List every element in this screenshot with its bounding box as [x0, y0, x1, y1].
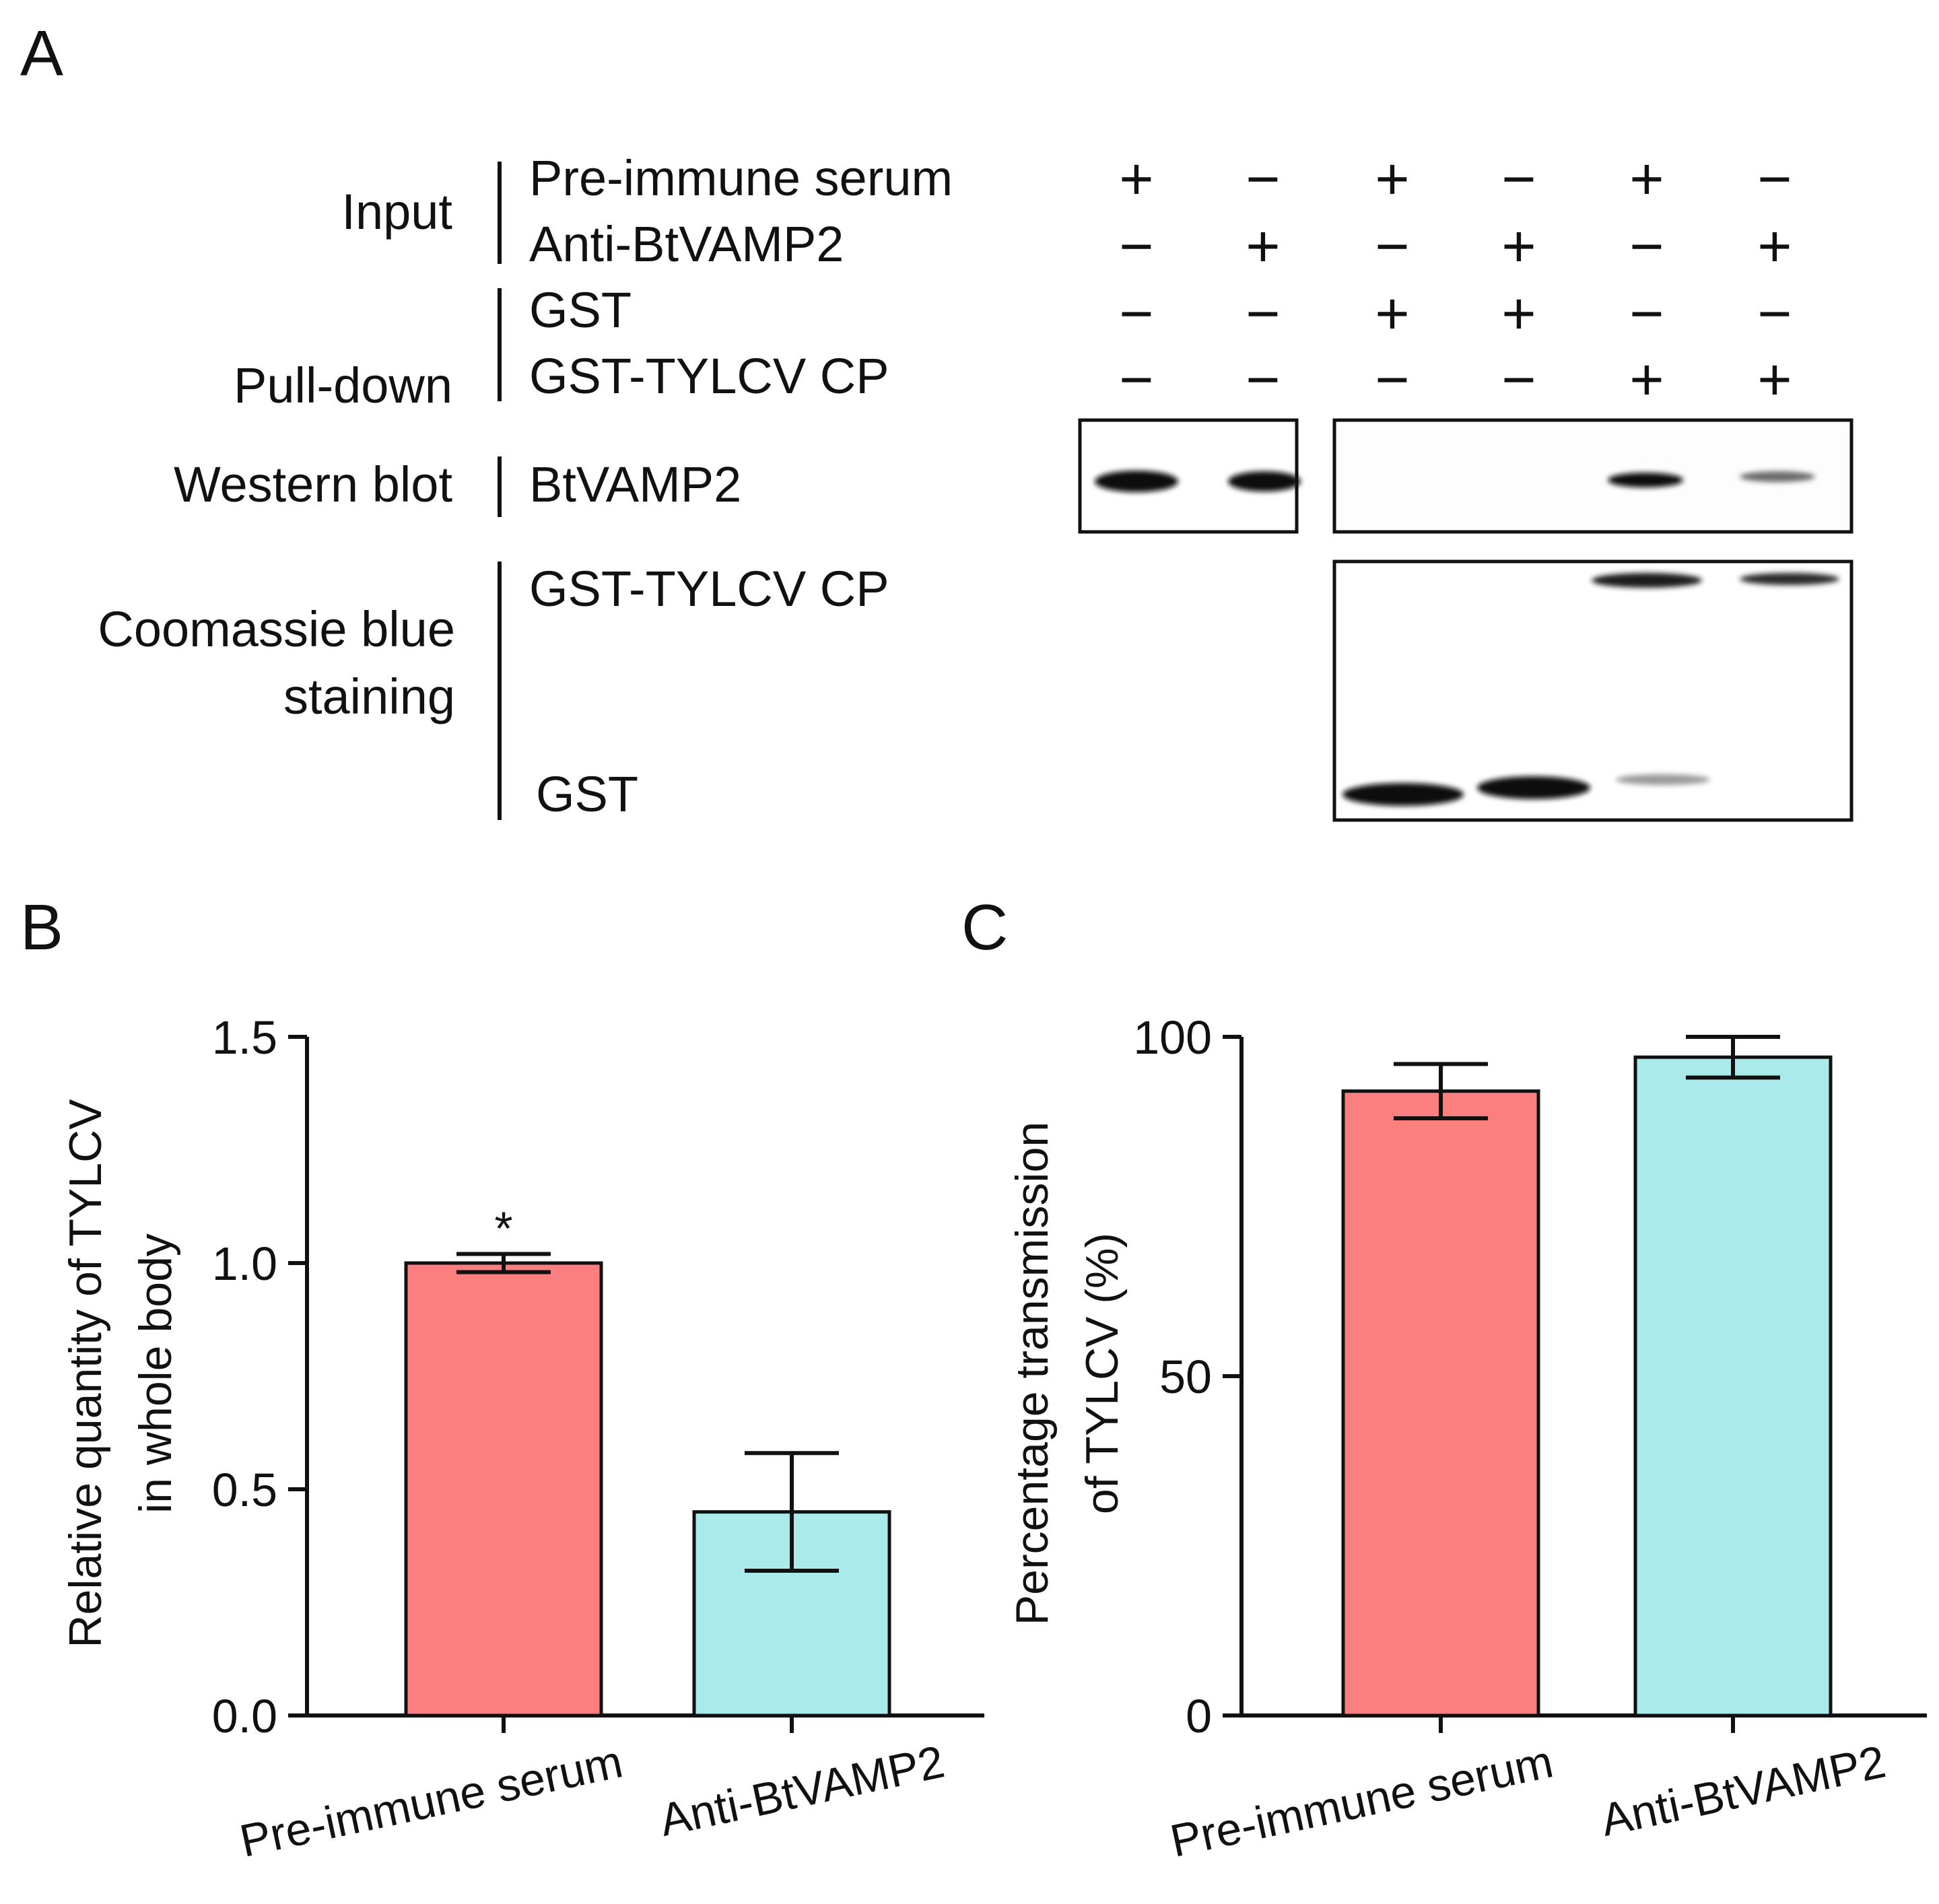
sign-r4-c6: + [1757, 346, 1792, 413]
chart-c-category-label-2: Anti-BtVAMP2 [1596, 1736, 1890, 1846]
chart-b-category-label-1: Pre-immune serum [236, 1736, 627, 1867]
sign-r3-c3: + [1375, 280, 1409, 347]
coomassie-group-label-line2: staining [283, 669, 455, 724]
coomassie-label-gst-tylcv-cp: GST-TYLCV CP [529, 561, 889, 617]
sign-r3-c2: − [1246, 280, 1280, 347]
chart-b-significance-1: * [494, 1202, 512, 1255]
sign-r4-c2: − [1246, 346, 1280, 413]
sign-r1-c6: − [1757, 145, 1792, 212]
coomassie-label-gst: GST [536, 766, 638, 822]
coomassie-band-gst-lane4 [1477, 776, 1590, 799]
sign-r4-c1: − [1119, 346, 1153, 413]
coomassie-band-cp-lane5 [1592, 573, 1702, 588]
chart-c-ytick-label-2: 100 [1133, 1011, 1212, 1064]
sign-r1-c1: + [1119, 145, 1153, 212]
sign-r2-c5: − [1629, 213, 1664, 279]
chart-c-bar-2 [1633, 1055, 1833, 1718]
row-label-anti-btvamp2: Anti-BtVAMP2 [529, 216, 844, 272]
chart-b-ytick-label-3: 1.5 [212, 1011, 277, 1064]
pulldown-group-label: Pull-down [234, 358, 452, 413]
sign-r1-c4: − [1501, 145, 1536, 212]
sign-r2-c6: + [1757, 213, 1792, 279]
chart-b-ylabel-line2: in whole body [130, 1233, 181, 1514]
panel-b-letter: B [20, 891, 63, 963]
chart-c: 0 50 100 Percentage transmission of TYLCV (%… [1007, 1011, 1927, 1867]
chart-c-category-label-1: Pre-immune serum [1166, 1736, 1557, 1867]
western-band-lane6 [1740, 471, 1815, 482]
sign-r1-c5: + [1629, 145, 1664, 212]
sign-r2-c3: − [1375, 213, 1409, 279]
sign-r3-c4: + [1501, 280, 1536, 347]
chart-b-bar-1 [404, 1261, 603, 1718]
coomassie-band-gst-lane3 [1342, 783, 1464, 806]
coomassie-band-gst-lane5 [1616, 774, 1710, 785]
coomassie-group-label-line1: Coomassie blue [98, 601, 455, 657]
panel-a-letter: A [20, 18, 63, 90]
western-group-label: Western blot [174, 456, 452, 512]
panel-c-letter: C [961, 891, 1008, 963]
sign-r3-c6: − [1757, 280, 1792, 347]
chart-c-ylabel-line1: Percentage transmission [1007, 1122, 1058, 1625]
western-band-lane1 [1095, 471, 1178, 492]
row-label-btvamp2: BtVAMP2 [529, 456, 741, 512]
sign-r1-c3: + [1375, 145, 1409, 212]
chart-b-category-label-2: Anti-BtVAMP2 [655, 1736, 949, 1846]
sign-r2-c1: − [1119, 213, 1153, 279]
coomassie-band-cp-lane6 [1740, 573, 1839, 585]
chart-b-ylabel-line1: Relative quantity of TYLCV [60, 1099, 111, 1648]
sign-r2-c2: + [1246, 213, 1280, 279]
chart-b-ytick-label-0: 0.0 [212, 1690, 277, 1742]
chart-b-ytick-label-2: 1.0 [212, 1237, 277, 1290]
sign-r4-c4: − [1501, 346, 1536, 413]
sign-r4-c5: + [1629, 346, 1664, 413]
western-band-lane5 [1608, 473, 1683, 487]
sign-grid: + − + − + −− + − + − +− − + + − −− − − − + + [1119, 145, 1792, 413]
sign-r4-c3: − [1375, 346, 1409, 413]
chart-c-ytick-label-1: 50 [1159, 1351, 1212, 1403]
sign-r1-c2: − [1246, 145, 1280, 212]
sign-r2-c4: + [1501, 213, 1536, 279]
row-label-gst: GST [529, 282, 632, 338]
input-group-label: Input [341, 184, 452, 240]
chart-c-ylabel-line2: of TYLCV (%) [1077, 1233, 1128, 1514]
chart-b-ytick-label-1: 0.5 [212, 1464, 277, 1516]
western-band-lane2 [1228, 471, 1301, 491]
sign-r3-c1: − [1119, 280, 1153, 347]
row-label-gst-tylcv-cp: GST-TYLCV CP [529, 348, 889, 404]
coomassie-gel-box [1332, 559, 1853, 822]
chart-b: 0.0 0.5 1.0 1.5 Relative quantity of TYLCV in… [60, 1011, 984, 1867]
chart-c-ytick-label-0: 0 [1186, 1690, 1212, 1742]
sign-r3-c5: − [1629, 280, 1664, 347]
row-label-pre-immune: Pre-immune serum [529, 150, 953, 206]
chart-c-bar-1 [1341, 1089, 1540, 1718]
